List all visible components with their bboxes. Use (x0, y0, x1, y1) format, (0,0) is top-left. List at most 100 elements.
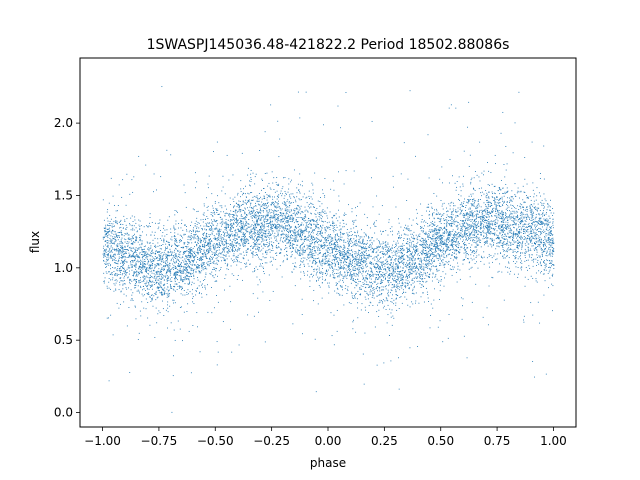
data-point (131, 179, 133, 181)
data-point (145, 308, 147, 310)
data-point (181, 266, 183, 267)
data-point (262, 229, 264, 230)
data-point (457, 224, 459, 226)
data-point (138, 256, 140, 258)
data-point (515, 234, 517, 235)
data-point (517, 220, 519, 222)
data-point (266, 197, 268, 199)
data-point (442, 182, 443, 184)
data-point (362, 278, 364, 280)
data-point (336, 248, 338, 250)
data-point (379, 261, 381, 263)
data-point (307, 205, 309, 207)
data-point (523, 202, 525, 204)
data-point (405, 279, 407, 281)
data-point (223, 259, 225, 261)
data-point (167, 327, 168, 329)
data-point (350, 276, 352, 278)
data-point (194, 259, 195, 261)
data-point (107, 231, 109, 233)
data-point (366, 270, 367, 272)
data-point (348, 265, 349, 267)
data-point (226, 235, 228, 237)
data-point (462, 185, 464, 187)
data-point (352, 256, 354, 257)
data-point (261, 222, 263, 224)
data-point (338, 246, 339, 248)
data-point (188, 261, 190, 262)
data-point (493, 229, 495, 231)
data-point (248, 248, 249, 250)
data-point (410, 233, 412, 235)
data-point (478, 211, 480, 213)
data-point (263, 218, 265, 220)
data-point (311, 265, 313, 267)
data-point (524, 157, 526, 158)
data-point (133, 275, 134, 277)
data-point (453, 219, 455, 221)
data-point (540, 201, 542, 203)
data-point (503, 250, 505, 252)
data-point (455, 234, 457, 236)
data-point (390, 292, 391, 294)
data-point (218, 228, 220, 230)
data-point (134, 259, 136, 261)
data-point (259, 247, 260, 248)
data-point (493, 232, 495, 234)
data-point (244, 193, 246, 195)
data-point (503, 223, 505, 225)
data-point (454, 257, 456, 259)
data-point (285, 233, 287, 235)
data-point (520, 232, 522, 234)
data-point (413, 285, 415, 287)
data-point (105, 224, 107, 226)
data-point (435, 266, 437, 268)
data-point (262, 235, 264, 237)
data-point (195, 220, 197, 222)
data-point (513, 260, 514, 262)
data-point (156, 287, 158, 289)
data-point (328, 237, 330, 239)
data-point (252, 207, 254, 209)
data-point (255, 223, 257, 225)
data-point (501, 220, 502, 222)
data-point (268, 225, 270, 227)
data-point (210, 212, 212, 213)
data-point (509, 213, 511, 215)
data-point (244, 228, 246, 230)
data-point (503, 202, 504, 204)
data-point (322, 255, 324, 257)
data-point (523, 321, 525, 323)
data-point (469, 219, 471, 221)
data-point (402, 276, 404, 278)
data-point (470, 181, 472, 183)
data-point (144, 294, 145, 296)
data-point (261, 201, 263, 203)
data-point (121, 260, 123, 262)
data-point (350, 242, 352, 244)
data-point (221, 222, 223, 224)
data-point (109, 251, 111, 253)
data-point (105, 234, 107, 236)
data-point (369, 277, 371, 279)
data-point (407, 263, 409, 265)
data-point (463, 150, 465, 152)
data-point (239, 230, 241, 232)
data-point (502, 217, 504, 219)
data-point (482, 231, 484, 233)
data-point (426, 260, 428, 262)
data-point (197, 326, 198, 328)
data-point (481, 214, 483, 216)
data-point (470, 249, 471, 251)
data-point (117, 210, 118, 212)
data-point (425, 267, 427, 268)
data-point (216, 263, 218, 265)
data-point (547, 260, 549, 261)
data-point (417, 241, 419, 243)
data-point (205, 257, 207, 259)
data-point (213, 260, 215, 262)
data-point (417, 267, 419, 269)
data-point (205, 242, 207, 243)
data-point (302, 196, 304, 198)
data-point (503, 230, 505, 232)
